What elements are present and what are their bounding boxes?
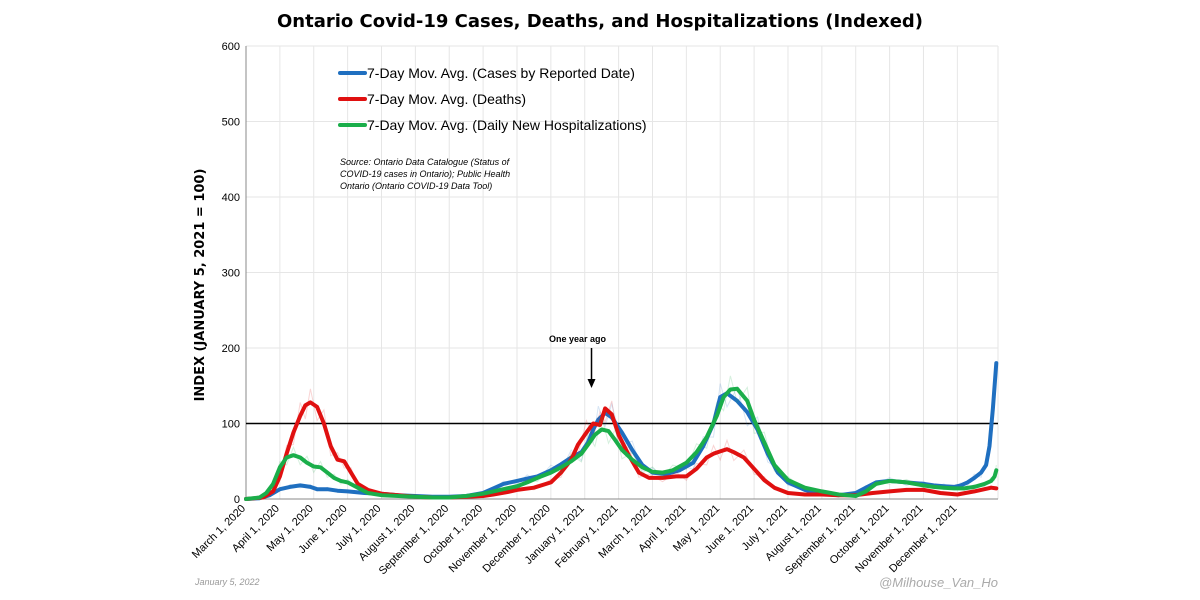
series — [244, 361, 999, 501]
footer-handle: @Milhouse_Van_Ho — [879, 575, 998, 590]
y-tick-label: 0 — [234, 494, 240, 506]
x-tick-label: October 1, 2021 — [827, 503, 891, 567]
legend-label-cases: 7-Day Mov. Avg. (Cases by Reported Date) — [367, 65, 635, 81]
annotation-text: One year ago — [549, 334, 607, 344]
y-tick-label: 100 — [222, 419, 240, 431]
source-note: Source: Ontario Data Catalogue (Status o… — [340, 157, 511, 191]
series-deaths-line — [244, 400, 999, 501]
legend: 7-Day Mov. Avg. (Cases by Reported Date)… — [338, 65, 647, 133]
axes — [245, 46, 998, 500]
source-line-2: COVID-19 cases in Ontario); Public Healt… — [340, 169, 510, 179]
x-tick-label: February 1, 2021 — [553, 503, 621, 571]
series-cases-line — [244, 361, 999, 501]
series-hospitalizations-line — [244, 386, 999, 501]
y-tick-label: 200 — [222, 343, 240, 355]
y-axis-label: INDEX (JANUARY 5, 2021 = 100) — [193, 169, 208, 402]
annotation: One year ago — [549, 334, 607, 388]
y-tick-label: 500 — [222, 117, 240, 129]
legend-label-deaths: 7-Day Mov. Avg. (Deaths) — [367, 91, 526, 107]
source-line-1: Source: Ontario Data Catalogue (Status o… — [340, 157, 511, 167]
annotation-arrowhead — [587, 379, 596, 388]
y-tick-label: 400 — [222, 192, 240, 204]
source-line-3: Ontario (Ontario COVID-19 Data Tool) — [340, 181, 492, 191]
y-tick-labels: 0 100 200 300 400 500 600 — [222, 41, 240, 506]
series-hospitalizations-line-daily — [245, 375, 997, 500]
chart-title: Ontario Covid-19 Cases, Deaths, and Hosp… — [277, 11, 923, 32]
y-tick-label: 300 — [222, 268, 240, 280]
x-tick-label: October 1, 2020 — [421, 503, 485, 567]
x-tick-label: January 1, 2021 — [523, 503, 587, 567]
legend-label-hospitalizations: 7-Day Mov. Avg. (Daily New Hospitalizati… — [367, 117, 647, 133]
x-tick-label: December 1, 2021 — [887, 503, 959, 575]
footer-date: January 5, 2022 — [194, 577, 260, 587]
y-tick-label: 600 — [222, 41, 240, 53]
